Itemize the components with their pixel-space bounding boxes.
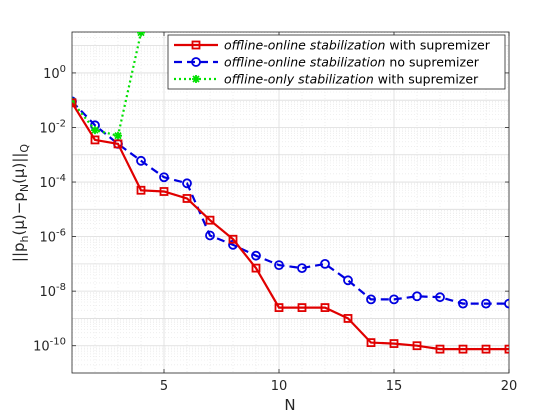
- data-point: [297, 303, 307, 312]
- data-point: [72, 98, 77, 108]
- data-point: [366, 294, 376, 305]
- legend-entry-label: offline-only stabilization with supremiz…: [224, 72, 479, 87]
- x-tick-label: 20: [501, 379, 518, 394]
- plot-frame: [71, 31, 510, 374]
- data-point: [274, 303, 284, 312]
- data-point: [91, 126, 99, 135]
- data-point: [228, 234, 238, 244]
- tick-labels: 5 10 15 20 100 10-2 10-4 10-6 10-8 10-10: [33, 64, 517, 394]
- data-point: [389, 294, 399, 305]
- data-point: [481, 298, 491, 309]
- y-tick-label: 10-6: [39, 228, 66, 246]
- y-axis-title: ||ph(μ)−pN(μ)||Q: [10, 144, 31, 263]
- data-point: [137, 32, 145, 37]
- legend-marker: [191, 57, 201, 67]
- data-point: [504, 298, 509, 309]
- data-point: [182, 194, 192, 203]
- data-point: [159, 172, 169, 183]
- data-point: [366, 338, 376, 348]
- data-point: [320, 258, 330, 269]
- data-point: [251, 250, 261, 261]
- legend-marker: [192, 75, 200, 83]
- data-point: [114, 131, 122, 140]
- data-point: [435, 344, 445, 354]
- data-point: [412, 291, 422, 302]
- data-point: [343, 314, 353, 323]
- data-point: [90, 135, 100, 145]
- data-point: [412, 341, 422, 351]
- axes: [71, 31, 510, 374]
- data-point: [504, 344, 509, 354]
- legend-box: [167, 34, 506, 90]
- data-point: [458, 298, 468, 309]
- data-point: [389, 339, 399, 348]
- data-point: [182, 178, 192, 189]
- x-tick-label: 5: [160, 379, 168, 394]
- legend: offline-online stabilization with suprem…: [167, 34, 506, 90]
- x-tick-label: 10: [271, 379, 288, 394]
- grid: [71, 32, 510, 374]
- data-point: [205, 215, 215, 225]
- data-point: [481, 344, 491, 354]
- y-tick-label: 10-4: [39, 173, 66, 191]
- data-point: [274, 260, 284, 271]
- data-point: [136, 155, 146, 166]
- y-tick-label: 10-2: [39, 118, 66, 136]
- data-point: [343, 275, 353, 286]
- data-point: [113, 139, 123, 149]
- y-tick-label: 100: [43, 64, 66, 82]
- series-layer: [72, 32, 509, 354]
- data-point: [435, 292, 445, 303]
- data-point: [320, 303, 330, 312]
- data-point: [159, 187, 169, 196]
- data-point: [458, 344, 468, 354]
- x-tick-label: 15: [386, 379, 403, 394]
- data-point: [297, 263, 307, 274]
- legend-entry-label: offline-online stabilization no supremiz…: [224, 55, 480, 70]
- data-point: [136, 185, 146, 195]
- y-tick-label: 10-10: [33, 337, 66, 355]
- x-axis-title: N: [284, 396, 295, 414]
- data-point: [205, 230, 215, 241]
- series-3: [72, 32, 145, 140]
- legend-entry-label: offline-online stabilization with suprem…: [224, 38, 491, 53]
- y-tick-label: 10-8: [39, 282, 66, 300]
- legend-marker: [191, 40, 201, 50]
- series-1: [72, 98, 509, 354]
- data-point: [251, 263, 261, 273]
